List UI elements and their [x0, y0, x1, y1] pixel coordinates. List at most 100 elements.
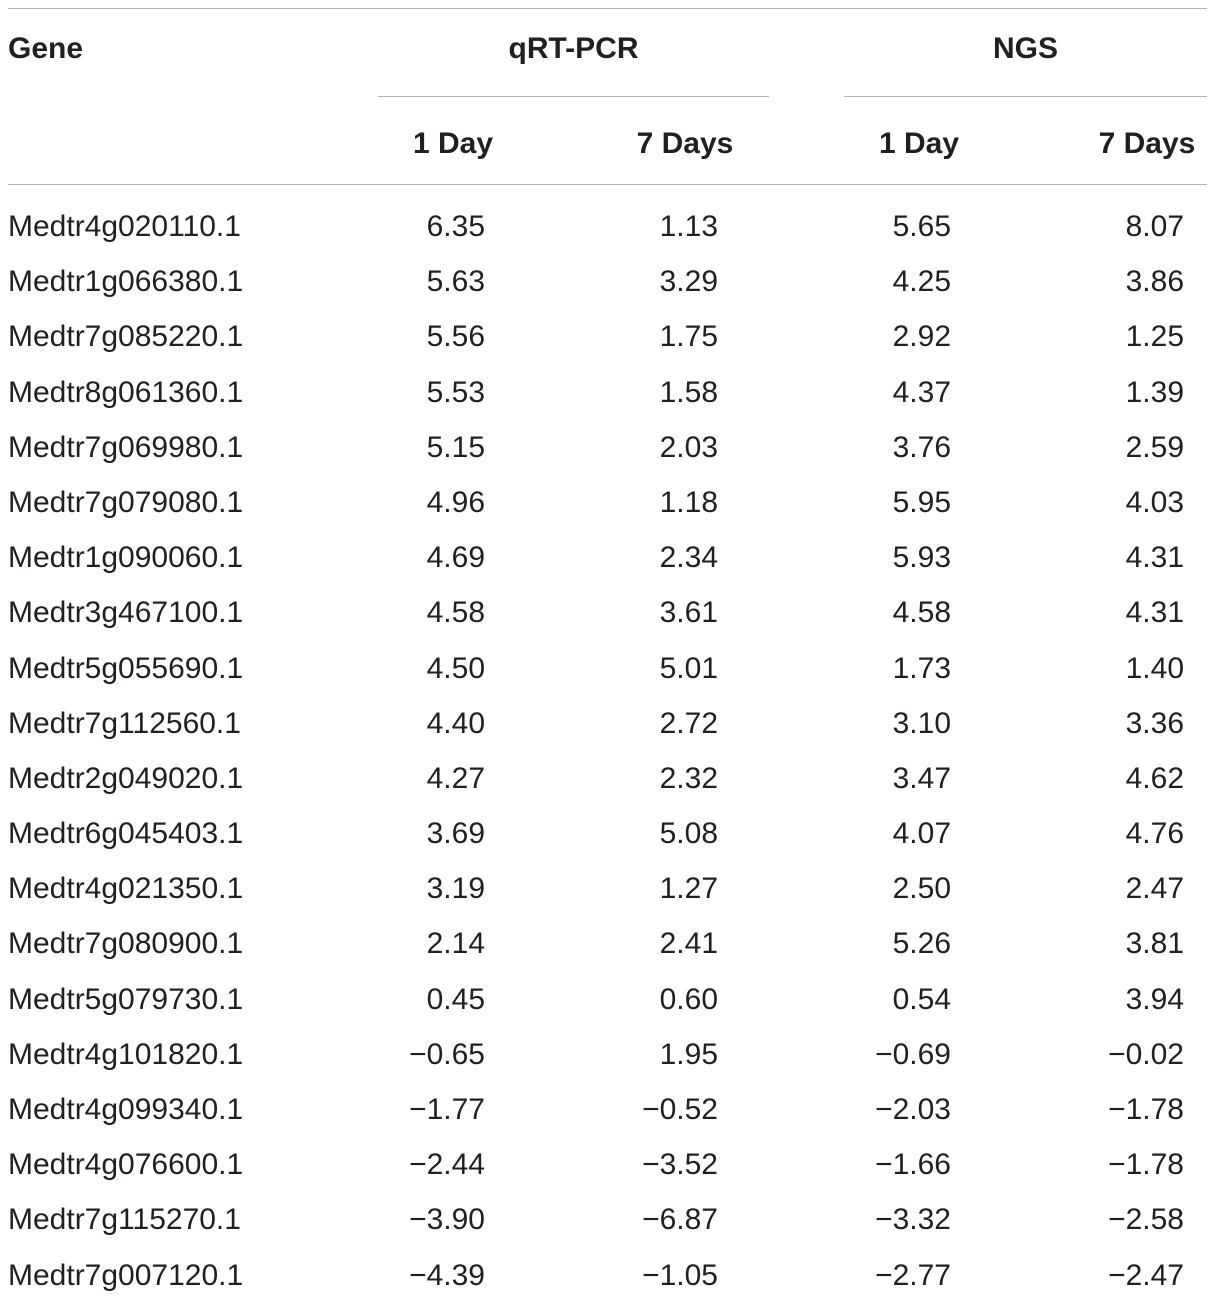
qrt-pcr-1-day-cell: −2.44	[409, 1148, 485, 1182]
qrt-pcr-group-rule	[378, 96, 769, 97]
qrt-pcr-7-days-cell: 2.32	[659, 761, 718, 795]
table-row: Medtr4g020110.1 6.35 1.13 5.65 8.07	[0, 205, 1215, 260]
table-row: Medtr7g080900.1 2.14 2.41 5.26 3.81	[0, 922, 1215, 977]
table-row: Medtr2g049020.1 4.27 2.32 3.47 4.62	[0, 757, 1215, 812]
qrt-pcr-1-day-cell: −0.65	[409, 1037, 485, 1071]
ngs-7-days-cell: 3.36	[1125, 706, 1184, 740]
qrt-pcr-7-days-cell: 1.95	[659, 1037, 718, 1071]
qrt-pcr-7-days-cell: 5.01	[659, 651, 718, 685]
table-row: Medtr7g007120.1 −4.39 −1.05 −2.77 −2.47	[0, 1254, 1215, 1309]
qrt-pcr-1-day-cell: 4.50	[426, 651, 485, 685]
gene-name-cell: Medtr4g076600.1	[8, 1148, 244, 1182]
table-row: Medtr7g069980.1 5.15 2.03 3.76 2.59	[0, 426, 1215, 481]
ngs-7-days-cell: 2.47	[1125, 872, 1184, 906]
qrt-pcr-7-days-cell: 3.29	[659, 265, 718, 299]
ngs-1-day-cell: 5.93	[892, 541, 951, 575]
table-row: Medtr4g076600.1 −2.44 −3.52 −1.66 −1.78	[0, 1143, 1215, 1198]
qrt-pcr-7-days-cell: −3.52	[642, 1148, 718, 1182]
qrt-pcr-7-days-cell: −6.87	[642, 1203, 718, 1237]
qrt-pcr-1-day-cell: −4.39	[409, 1258, 485, 1292]
ngs-1-day-cell: −3.32	[875, 1203, 951, 1237]
qrt-pcr-1-day-cell: 6.35	[426, 210, 485, 243]
qrt-pcr-group-header: qRT-PCR	[508, 32, 639, 65]
qrt-pcr-1-day-cell: 3.19	[426, 872, 485, 906]
ngs-1-day-cell: 2.50	[892, 872, 951, 906]
gene-name-cell: Medtr7g112560.1	[8, 706, 241, 740]
ngs-7-days-cell: 4.03	[1125, 485, 1184, 519]
table-row: Medtr4g099340.1 −1.77 −0.52 −2.03 −1.78	[0, 1088, 1215, 1143]
gene-name-cell: Medtr4g020110.1	[8, 210, 241, 243]
gene-name-cell: Medtr5g079730.1	[8, 982, 244, 1016]
gene-name-cell: Medtr4g021350.1	[8, 872, 244, 906]
qrt-pcr-7-days-cell: 5.08	[659, 817, 718, 851]
qrt-pcr-1-day-cell: 5.15	[426, 430, 485, 464]
ngs-7-days-cell: 4.31	[1125, 541, 1184, 575]
qrt-pcr-7-days-cell: 2.41	[659, 927, 718, 961]
ngs-7-days-cell: 4.76	[1125, 817, 1184, 851]
gene-name-cell: Medtr7g079080.1	[8, 485, 244, 519]
qrt-pcr-7-days-cell: 2.03	[659, 430, 718, 464]
gene-name-cell: Medtr5g055690.1	[8, 651, 244, 685]
ngs-1-day-cell: 5.95	[892, 485, 951, 519]
gene-name-cell: Medtr4g099340.1	[8, 1093, 244, 1126]
ngs-group-rule	[844, 96, 1207, 97]
qrt-pcr-7-days-cell: 1.75	[659, 320, 718, 354]
qrt-pcr-1-day-cell: 4.40	[426, 706, 485, 740]
gene-name-cell: Medtr3g467100.1	[8, 596, 244, 630]
table-body: Medtr4g020110.1 6.35 1.13 5.65 8.07 Medtr1g06…	[0, 205, 1215, 1309]
header-bottom-rule	[8, 184, 1207, 185]
ngs-1-day-cell: 4.37	[892, 375, 951, 409]
gene-name-cell: Medtr4g101820.1	[8, 1037, 244, 1071]
table-row: Medtr6g045403.1 3.69 5.08 4.07 4.76	[0, 812, 1215, 867]
gene-column-header: Gene	[8, 32, 84, 65]
qrt-pcr-7-days-cell: 1.18	[659, 485, 718, 519]
table-row: Medtr5g079730.1 0.45 0.60 0.54 3.94	[0, 978, 1215, 1033]
ngs-7-days-cell: −1.78	[1108, 1093, 1184, 1126]
ngs-1-day-cell: 4.25	[892, 265, 951, 299]
table-row: Medtr7g112560.1 4.40 2.72 3.10 3.36	[0, 702, 1215, 757]
ngs-7-days-cell: −0.02	[1108, 1037, 1184, 1071]
ngs-7-days-cell: 1.25	[1125, 320, 1184, 354]
ngs-group-header: NGS	[992, 32, 1058, 65]
gene-name-cell: Medtr7g080900.1	[8, 927, 244, 961]
qrt-pcr-1-day-cell: −3.90	[409, 1203, 485, 1237]
gene-name-cell: Medtr7g007120.1	[8, 1258, 244, 1292]
qrt-pcr-1-day-cell: 4.96	[426, 485, 485, 519]
ngs-7-days-cell: −2.47	[1108, 1258, 1184, 1292]
qrt-pcr-7-days-cell: 0.60	[659, 982, 718, 1016]
ngs-1-day-cell: 2.92	[892, 320, 951, 354]
ngs-7-days-cell: 8.07	[1125, 210, 1184, 243]
ngs-1-day-cell: 3.10	[892, 706, 951, 740]
table-top-rule	[8, 8, 1207, 9]
ngs-7-days-cell: 3.81	[1125, 927, 1184, 961]
qrt-pcr-7-days-cell: 1.27	[659, 872, 718, 906]
gene-name-cell: Medtr2g049020.1	[8, 761, 244, 795]
ngs-1-day-cell: −2.03	[875, 1093, 951, 1126]
ngs-1-day-cell: −1.66	[875, 1148, 951, 1182]
qrt-pcr-1-day-cell: 5.56	[426, 320, 485, 354]
ngs-1-day-cell: 0.54	[892, 982, 951, 1016]
gene-name-cell: Medtr8g061360.1	[8, 375, 244, 409]
gene-name-cell: Medtr7g115270.1	[8, 1203, 241, 1237]
qrt-pcr-1-day-cell: 2.14	[426, 927, 485, 961]
qrt-pcr-1-day-header: 1 Day	[412, 127, 494, 160]
table-row: Medtr1g090060.1 4.69 2.34 5.93 4.31	[0, 536, 1215, 591]
ngs-1-day-cell: 1.73	[892, 651, 951, 685]
ngs-7-days-header: 7 Days	[1098, 127, 1196, 160]
ngs-1-day-cell: 4.07	[892, 817, 951, 851]
ngs-1-day-cell: 3.47	[892, 761, 951, 795]
qrt-pcr-1-day-cell: 5.53	[426, 375, 485, 409]
table-row: Medtr7g079080.1 4.96 1.18 5.95 4.03	[0, 481, 1215, 536]
qrt-pcr-7-days-cell: 3.61	[659, 596, 718, 630]
ngs-1-day-cell: 4.58	[892, 596, 951, 630]
qrt-pcr-7-days-cell: 1.13	[659, 210, 718, 243]
ngs-1-day-cell: 3.76	[892, 430, 951, 464]
qrt-pcr-1-day-cell: 4.69	[426, 541, 485, 575]
gene-name-cell: Medtr6g045403.1	[8, 817, 244, 851]
table-row: Medtr7g115270.1 −3.90 −6.87 −3.32 −2.58	[0, 1198, 1215, 1253]
ngs-7-days-cell: −2.58	[1108, 1203, 1184, 1237]
qrt-pcr-7-days-header: 7 Days	[636, 127, 734, 160]
ngs-7-days-cell: 3.86	[1125, 265, 1184, 299]
table-row: Medtr7g085220.1 5.56 1.75 2.92 1.25	[0, 315, 1215, 370]
table-row: Medtr5g055690.1 4.50 5.01 1.73 1.40	[0, 647, 1215, 702]
